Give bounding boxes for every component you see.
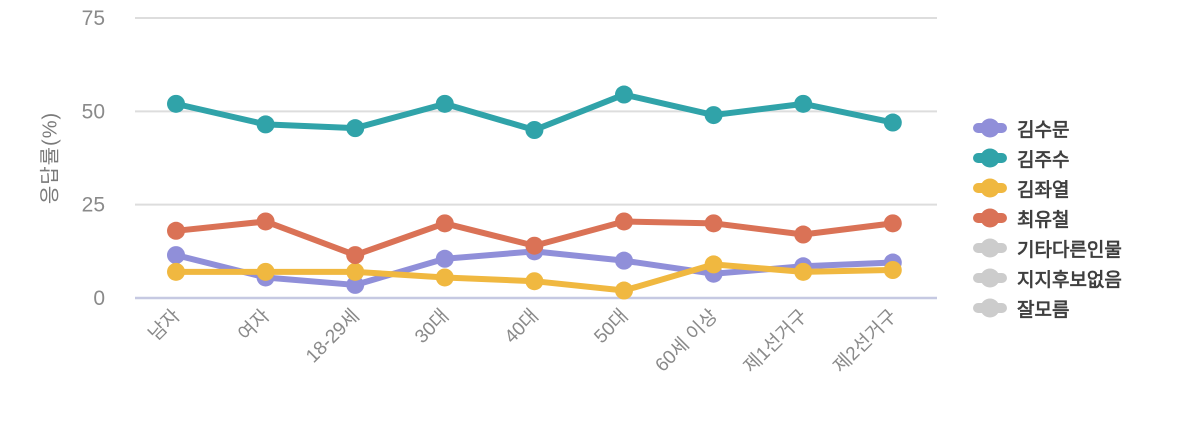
legend-item-김좌열[interactable]: 김좌열 — [972, 173, 1122, 203]
data-point[interactable] — [704, 106, 723, 125]
data-point[interactable] — [794, 94, 813, 113]
data-point[interactable] — [883, 214, 902, 233]
x-tick-label: 18-29세 — [301, 305, 363, 367]
legend-marker-icon — [973, 118, 1007, 138]
data-point[interactable] — [256, 115, 275, 134]
data-point[interactable] — [615, 281, 633, 300]
data-point[interactable] — [346, 246, 365, 265]
legend-item-label: 김주수 — [1017, 149, 1070, 171]
data-point[interactable] — [615, 251, 633, 270]
data-point[interactable] — [615, 212, 633, 231]
data-point[interactable] — [794, 262, 813, 281]
legend-item-김수문[interactable]: 김수문 — [972, 113, 1122, 143]
x-tick-label: 제2선거구 — [829, 305, 901, 377]
x-tick-label: 50대 — [590, 305, 633, 348]
data-point[interactable] — [435, 214, 454, 233]
y-tick-label: 0 — [93, 287, 105, 310]
data-point[interactable] — [794, 225, 813, 244]
legend-item-label: 잘모름 — [1017, 299, 1070, 321]
data-point[interactable] — [883, 261, 902, 279]
x-tick-label: 40대 — [500, 305, 543, 348]
legend-item-지지후보없음[interactable]: 지지후보없음 — [972, 263, 1122, 293]
data-point[interactable] — [525, 121, 544, 139]
x-tick-label: 여자 — [234, 305, 274, 345]
legend-item-김주수[interactable]: 김주수 — [972, 143, 1122, 173]
data-point[interactable] — [346, 262, 365, 281]
x-tick-label: 60세 이상 — [651, 305, 722, 376]
legend-marker-icon — [973, 178, 1007, 198]
y-tick-label: 25 — [82, 194, 105, 217]
legend-item-기타다른인물[interactable]: 기타다른인물 — [972, 233, 1122, 263]
legend-item-label: 김수문 — [1017, 119, 1070, 141]
legend-marker-icon — [973, 208, 1007, 228]
data-point[interactable] — [256, 262, 275, 281]
y-tick-label: 75 — [82, 7, 105, 30]
data-point[interactable] — [615, 85, 633, 104]
legend-item-label: 기타다른인물 — [1017, 239, 1122, 261]
data-point[interactable] — [704, 255, 723, 274]
data-point[interactable] — [167, 94, 185, 113]
x-tick-label: 30대 — [410, 305, 453, 348]
data-point[interactable] — [883, 113, 902, 132]
legend-marker-icon — [973, 238, 1007, 258]
legend-marker-icon — [973, 298, 1007, 318]
data-point[interactable] — [435, 94, 454, 113]
data-point[interactable] — [346, 119, 365, 138]
data-point[interactable] — [704, 214, 723, 233]
legend-item-최유철[interactable]: 최유철 — [972, 203, 1122, 233]
legend-marker-icon — [973, 268, 1007, 288]
data-point[interactable] — [256, 212, 275, 231]
data-point[interactable] — [525, 272, 544, 291]
data-point[interactable] — [346, 275, 365, 294]
legend-item-label: 김좌열 — [1017, 179, 1070, 201]
x-tick-label: 제1선거구 — [739, 305, 811, 377]
legend-item-잘모름[interactable]: 잘모름 — [972, 293, 1122, 323]
data-point[interactable] — [167, 262, 185, 281]
data-point[interactable] — [435, 249, 454, 268]
legend-item-label: 지지후보없음 — [1017, 269, 1122, 291]
y-axis-title: 응답률(%) — [39, 111, 62, 205]
data-point[interactable] — [525, 236, 544, 255]
legend-item-label: 최유철 — [1017, 209, 1070, 231]
data-point[interactable] — [167, 246, 185, 265]
legend-marker-icon — [973, 148, 1007, 168]
x-tick-label: 남자 — [144, 305, 184, 345]
data-point[interactable] — [435, 268, 454, 287]
data-point[interactable] — [167, 221, 185, 240]
y-tick-label: 50 — [82, 100, 105, 123]
